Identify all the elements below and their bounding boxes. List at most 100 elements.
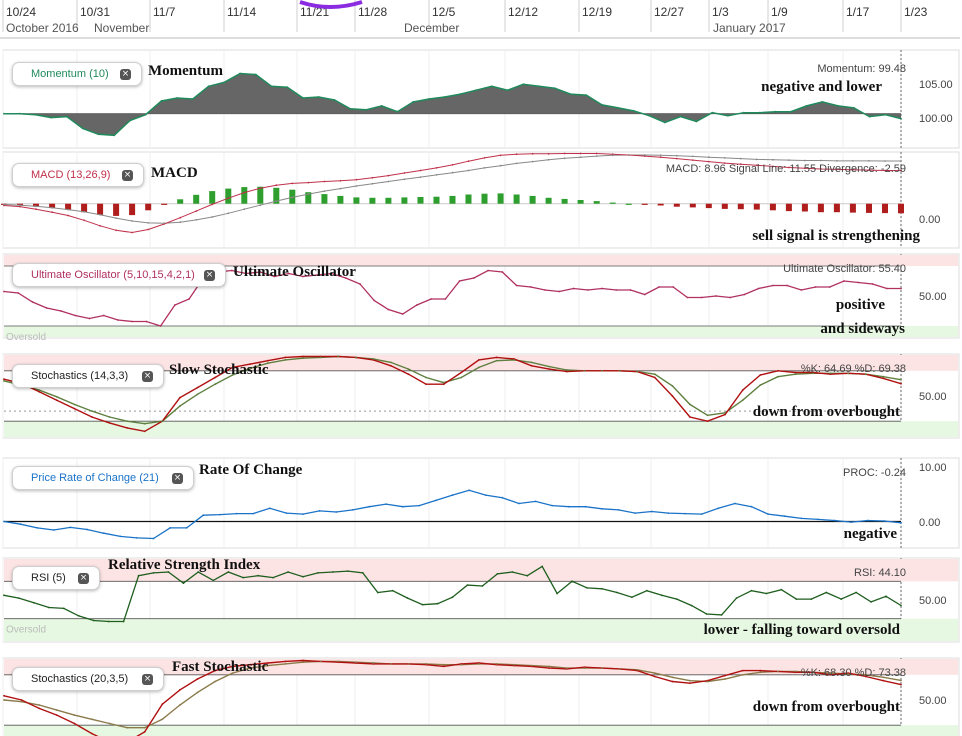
- y-tick-label: 100.00: [919, 113, 953, 125]
- proc-point: [185, 527, 188, 529]
- macd-signal-point: [451, 171, 454, 174]
- ultimate-point: [145, 320, 148, 323]
- legend-ultimate[interactable]: Ultimate Oscillator (5,10,15,4,2,1) ×: [12, 263, 226, 287]
- legend-proc[interactable]: Price Rate of Change (21) ×: [12, 466, 194, 490]
- fast-stoch-k-point: [231, 665, 234, 668]
- momentum-point: [380, 105, 383, 107]
- rsi-point: [870, 601, 872, 603]
- rsi-point: [750, 589, 753, 592]
- stoch-d-point: [460, 376, 463, 379]
- macd-point: [67, 214, 69, 217]
- proc-point: [584, 505, 587, 508]
- rsi-point: [92, 619, 95, 622]
- ultimate-point: [373, 299, 376, 302]
- ultimate-point: [344, 277, 347, 279]
- momentum-point: [66, 115, 68, 118]
- proc-point: [617, 509, 620, 511]
- momentum-point: [664, 121, 666, 124]
- ultimate-point: [601, 287, 603, 290]
- macd-signal-point: [83, 210, 85, 213]
- fast-stoch-d-point: [196, 691, 199, 694]
- fast-stoch-d-point: [618, 668, 621, 670]
- macd-signal-point: [35, 205, 37, 208]
- stoch-k-point: [478, 359, 480, 361]
- stoch-d-point: [794, 373, 797, 376]
- rsi-point: [18, 597, 20, 599]
- macd-histogram-bar: [225, 188, 232, 204]
- momentum-point: [538, 85, 540, 88]
- fast-stoch-d-point: [565, 667, 568, 669]
- stoch-k-point: [460, 371, 463, 374]
- rsi-point: [526, 574, 529, 577]
- proc-point: [700, 513, 703, 515]
- rsi-point: [571, 580, 573, 583]
- fast-stoch-k-point: [3, 694, 5, 697]
- proc-point: [219, 513, 221, 516]
- ultimate-point: [544, 289, 546, 291]
- macd-signal-point: [723, 157, 726, 159]
- macd-point: [403, 172, 406, 174]
- macd-histogram-bar: [193, 194, 200, 204]
- rsi-point: [631, 596, 633, 599]
- macd-histogram-bar: [449, 195, 456, 204]
- indicator-title: Momentum: [148, 63, 223, 79]
- momentum-point: [50, 116, 53, 119]
- momentum-point: [365, 108, 367, 111]
- close-icon[interactable]: ×: [204, 269, 215, 281]
- fast-stoch-d-point: [108, 722, 111, 725]
- y-tick-label: 0.00: [919, 214, 940, 226]
- stoch-d-point: [3, 380, 5, 382]
- macd-histogram-bar: [481, 193, 488, 204]
- macd-histogram-bar: [337, 195, 344, 204]
- close-icon[interactable]: ×: [172, 472, 183, 484]
- proc-point: [484, 494, 487, 496]
- rsi-point: [825, 591, 828, 594]
- momentum-point: [3, 112, 5, 115]
- close-icon[interactable]: ×: [78, 572, 89, 584]
- momentum-point: [97, 133, 100, 136]
- legend-rsi[interactable]: RSI (5) ×: [12, 566, 100, 590]
- legend-slowstoch[interactable]: Stochastics (14,3,3) ×: [12, 364, 164, 388]
- date-tick-label: 11/14: [227, 5, 256, 19]
- macd-point: [788, 166, 790, 169]
- macd-signal-point: [868, 160, 870, 162]
- rsi-point: [586, 587, 588, 589]
- close-icon[interactable]: ×: [122, 169, 133, 181]
- macd-point: [371, 176, 374, 179]
- fast-stoch-d-point: [179, 704, 181, 706]
- macd-signal-point: [804, 159, 806, 162]
- proc-point: [252, 512, 255, 515]
- momentum-point: [223, 81, 226, 84]
- stoch-d-point: [319, 356, 322, 359]
- stoch-d-point: [724, 411, 726, 414]
- macd-histogram-bar: [113, 203, 120, 216]
- macd-point: [675, 157, 678, 160]
- macd-histogram-bar: [561, 198, 568, 204]
- macd-signal-point: [483, 167, 486, 169]
- legend-macd[interactable]: MACD (13,26,9) ×: [12, 163, 144, 187]
- rsi-point: [48, 606, 50, 609]
- legend-faststoch[interactable]: Stochastics (20,3,5) ×: [12, 667, 164, 691]
- macd-point: [772, 165, 774, 168]
- stoch-k-point: [653, 376, 656, 379]
- ultimate-point: [615, 289, 618, 291]
- rsi-point: [481, 585, 484, 587]
- rsi-point: [660, 594, 663, 597]
- rsi-point: [601, 587, 603, 590]
- legend-momentum[interactable]: Momentum (10) ×: [12, 62, 142, 86]
- close-icon[interactable]: ×: [142, 673, 153, 685]
- ultimate-point: [45, 307, 48, 309]
- ultimate-point: [74, 314, 77, 317]
- close-icon[interactable]: ×: [142, 370, 153, 382]
- macd-signal-point: [643, 154, 646, 156]
- stoch-d-point: [442, 381, 445, 384]
- stoch-d-point: [601, 369, 603, 372]
- ultimate-point: [586, 289, 589, 291]
- macd-signal-point: [852, 160, 854, 162]
- stoch-d-point: [583, 369, 586, 372]
- macd-histogram-bar: [593, 201, 600, 204]
- fast-stoch-k-point: [38, 707, 41, 710]
- macd-signal-point: [67, 208, 69, 211]
- close-icon[interactable]: ×: [120, 68, 131, 80]
